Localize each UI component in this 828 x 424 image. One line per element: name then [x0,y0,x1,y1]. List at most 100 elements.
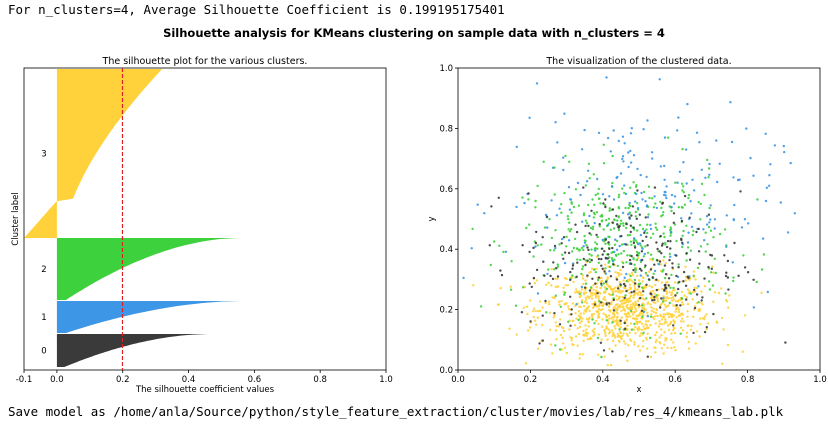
scatter-xlabel: x [636,385,641,395]
scatter-point-cluster-1 [636,167,639,171]
scatter-point-cluster-3 [663,343,666,346]
scatter-point-cluster-1 [637,242,640,246]
scatter-point-cluster-3 [556,277,559,280]
scatter-point-cluster-0 [725,271,728,274]
scatter-point-cluster-0 [600,264,603,267]
scatter-point-cluster-2 [502,250,505,254]
scatter-point-cluster-2 [668,252,671,256]
scatter-point-cluster-1 [673,202,676,205]
scatter-point-cluster-3 [603,295,606,299]
scatter-point-cluster-2 [634,239,637,242]
scatter-point-cluster-3 [560,299,563,303]
scatter-point-cluster-3 [626,306,629,310]
scatter-point-cluster-3 [496,303,500,306]
scatter-point-cluster-2 [578,249,581,252]
scatter-point-cluster-1 [639,233,643,237]
scatter-point-cluster-3 [721,362,724,365]
scatter-point-cluster-3 [601,301,605,304]
scatter-point-cluster-0 [616,223,619,226]
scatter-point-cluster-3 [619,322,622,326]
scatter-point-cluster-2 [724,292,727,295]
scatter-point-cluster-2 [640,304,644,307]
scatter-point-cluster-3 [652,317,656,321]
scatter-point-cluster-1 [608,195,611,198]
scatter-point-cluster-0 [603,250,606,253]
scatter-point-cluster-0 [643,231,646,235]
scatter-point-cluster-2 [514,304,518,307]
scatter-point-cluster-0 [655,288,658,292]
scatter-point-cluster-3 [591,306,595,309]
scatter-point-cluster-3 [656,300,659,303]
scatter-point-cluster-1 [606,136,610,140]
scatter-point-cluster-1 [729,101,732,104]
scatter-point-cluster-3 [673,320,676,323]
scatter-point-cluster-3 [627,297,630,300]
scatter-point-cluster-3 [684,275,688,279]
scatter-point-cluster-3 [591,294,594,297]
scatter-point-cluster-3 [695,330,699,333]
scatter-point-cluster-2 [626,254,629,257]
scatter-point-cluster-3 [628,273,631,276]
scatter-point-cluster-2 [617,215,620,218]
scatter-point-cluster-2 [673,223,677,226]
scatter-point-cluster-1 [653,269,657,273]
scatter-point-cluster-0 [693,288,696,292]
scatter-point-cluster-0 [520,311,524,314]
scatter-point-cluster-2 [595,211,599,214]
scatter-point-cluster-1 [626,213,630,216]
scatter-point-cluster-3 [584,291,588,294]
scatter-point-cluster-1 [642,128,645,131]
scatter-point-cluster-0 [488,244,491,247]
scatter-point-cluster-2 [556,263,559,266]
scatter-point-cluster-3 [559,318,562,321]
scatter-point-cluster-3 [610,300,613,303]
scatter-point-cluster-2 [687,196,690,200]
scatter-point-cluster-2 [471,227,474,231]
scatter-point-cluster-3 [579,317,582,320]
scatter-point-cluster-3 [556,285,560,288]
scatter-point-cluster-2 [536,184,539,188]
scatter-point-cluster-3 [693,286,696,289]
scatter-point-cluster-3 [547,303,551,306]
scatter-point-cluster-0 [563,251,567,254]
scatter-point-cluster-3 [695,301,699,305]
scatter-point-cluster-2 [630,328,633,331]
scatter-point-cluster-1 [732,176,735,179]
scatter-point-cluster-2 [627,206,630,210]
scatter-point-cluster-0 [701,296,704,299]
scatter-point-cluster-1 [476,203,479,206]
scatter-point-cluster-1 [504,250,508,253]
scatter-point-cluster-0 [639,296,642,300]
scatter-point-cluster-3 [565,351,568,355]
scatter-point-cluster-2 [691,233,694,237]
scatter-point-cluster-2 [571,274,574,277]
scatter-point-cluster-3 [657,325,661,328]
scatter-point-cluster-3 [640,328,644,332]
scatter-point-cluster-0 [499,269,502,272]
scatter-point-cluster-3 [622,279,625,282]
scatter-point-cluster-1 [677,116,680,119]
scatter-point-cluster-1 [621,155,625,158]
scatter-point-cluster-2 [479,305,483,308]
scatter-point-cluster-3 [741,350,744,353]
scatter-point-cluster-2 [632,256,635,260]
scatter-point-cluster-1 [569,198,572,201]
scatter-point-cluster-3 [583,309,586,312]
scatter-point-cluster-1 [594,249,597,252]
scatter-point-cluster-2 [553,268,556,271]
scatter-point-cluster-2 [646,251,650,254]
scatter-point-cluster-3 [620,302,623,306]
scatter-point-cluster-3 [593,333,596,336]
scatter-point-cluster-2 [594,241,597,244]
scatter-point-cluster-3 [711,265,714,268]
scatter-point-cluster-3 [616,312,619,315]
scatter-point-cluster-1 [686,241,690,244]
scatter-point-cluster-3 [579,312,582,315]
scatter-point-cluster-2 [703,193,706,197]
scatter-point-cluster-3 [674,299,677,303]
scatter-point-cluster-2 [548,218,551,221]
scatter-point-cluster-0 [570,308,573,311]
scatter-point-cluster-2 [647,213,650,216]
scatter-point-cluster-3 [641,306,644,310]
scatter-point-cluster-1 [576,181,580,185]
